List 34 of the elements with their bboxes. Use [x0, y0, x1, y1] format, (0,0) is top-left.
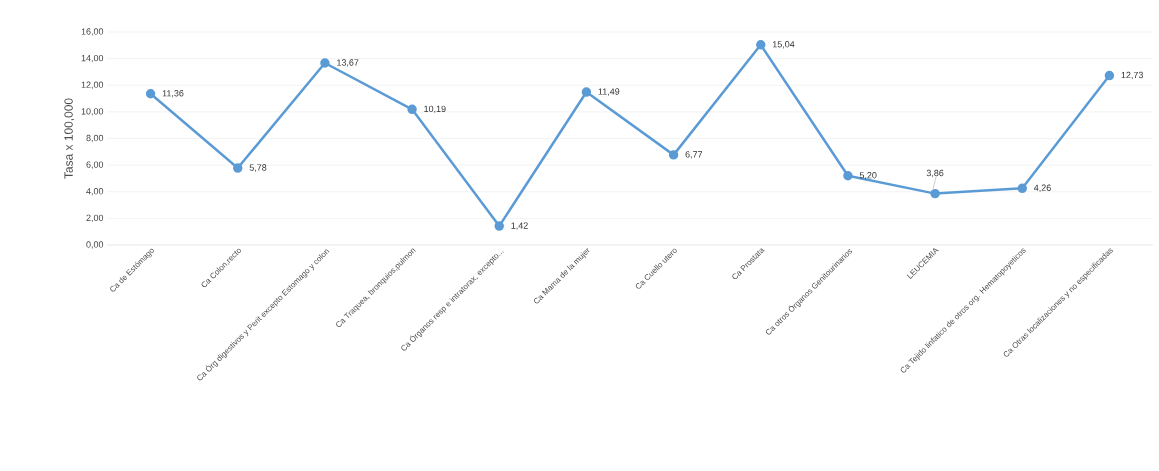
data-label: 5,78	[249, 164, 267, 172]
y-tick-label: 16,00	[81, 28, 104, 36]
point	[756, 40, 766, 50]
y-tick-label: 0,00	[86, 241, 104, 249]
data-label: 4,26	[1033, 184, 1051, 192]
y-axis-title: Tasa x 100,000	[64, 98, 75, 179]
data-label: 1,42	[511, 222, 528, 230]
point	[1017, 183, 1027, 194]
point	[930, 188, 940, 199]
data-label: 5,20	[859, 172, 877, 180]
data-label: 11,49	[598, 88, 620, 96]
y-tick-label: 4,00	[86, 188, 104, 196]
y-tick-label: 12,00	[81, 81, 104, 89]
y-tick-label: 14,00	[81, 54, 104, 63]
data-label: 13,67	[337, 59, 359, 67]
point	[320, 58, 330, 68]
data-label: 3,86	[926, 169, 944, 178]
point	[843, 171, 853, 181]
point	[407, 104, 417, 115]
point	[145, 89, 156, 99]
y-tick-label: 10,00	[81, 108, 104, 116]
y-tick-label: 8,00	[86, 134, 104, 143]
point	[494, 221, 504, 231]
point	[668, 150, 679, 160]
y-tick-label: 2,00	[86, 214, 104, 223]
point	[581, 87, 592, 97]
y-tick-label: 6,00	[86, 161, 104, 169]
data-label: 6,77	[685, 151, 703, 159]
data-label: 15,04	[772, 41, 795, 49]
data-label: 11,36	[162, 90, 184, 98]
point	[233, 163, 243, 173]
data-label: 10,19	[424, 105, 446, 114]
data-label: 12,73	[1121, 71, 1143, 80]
point	[1104, 70, 1115, 81]
